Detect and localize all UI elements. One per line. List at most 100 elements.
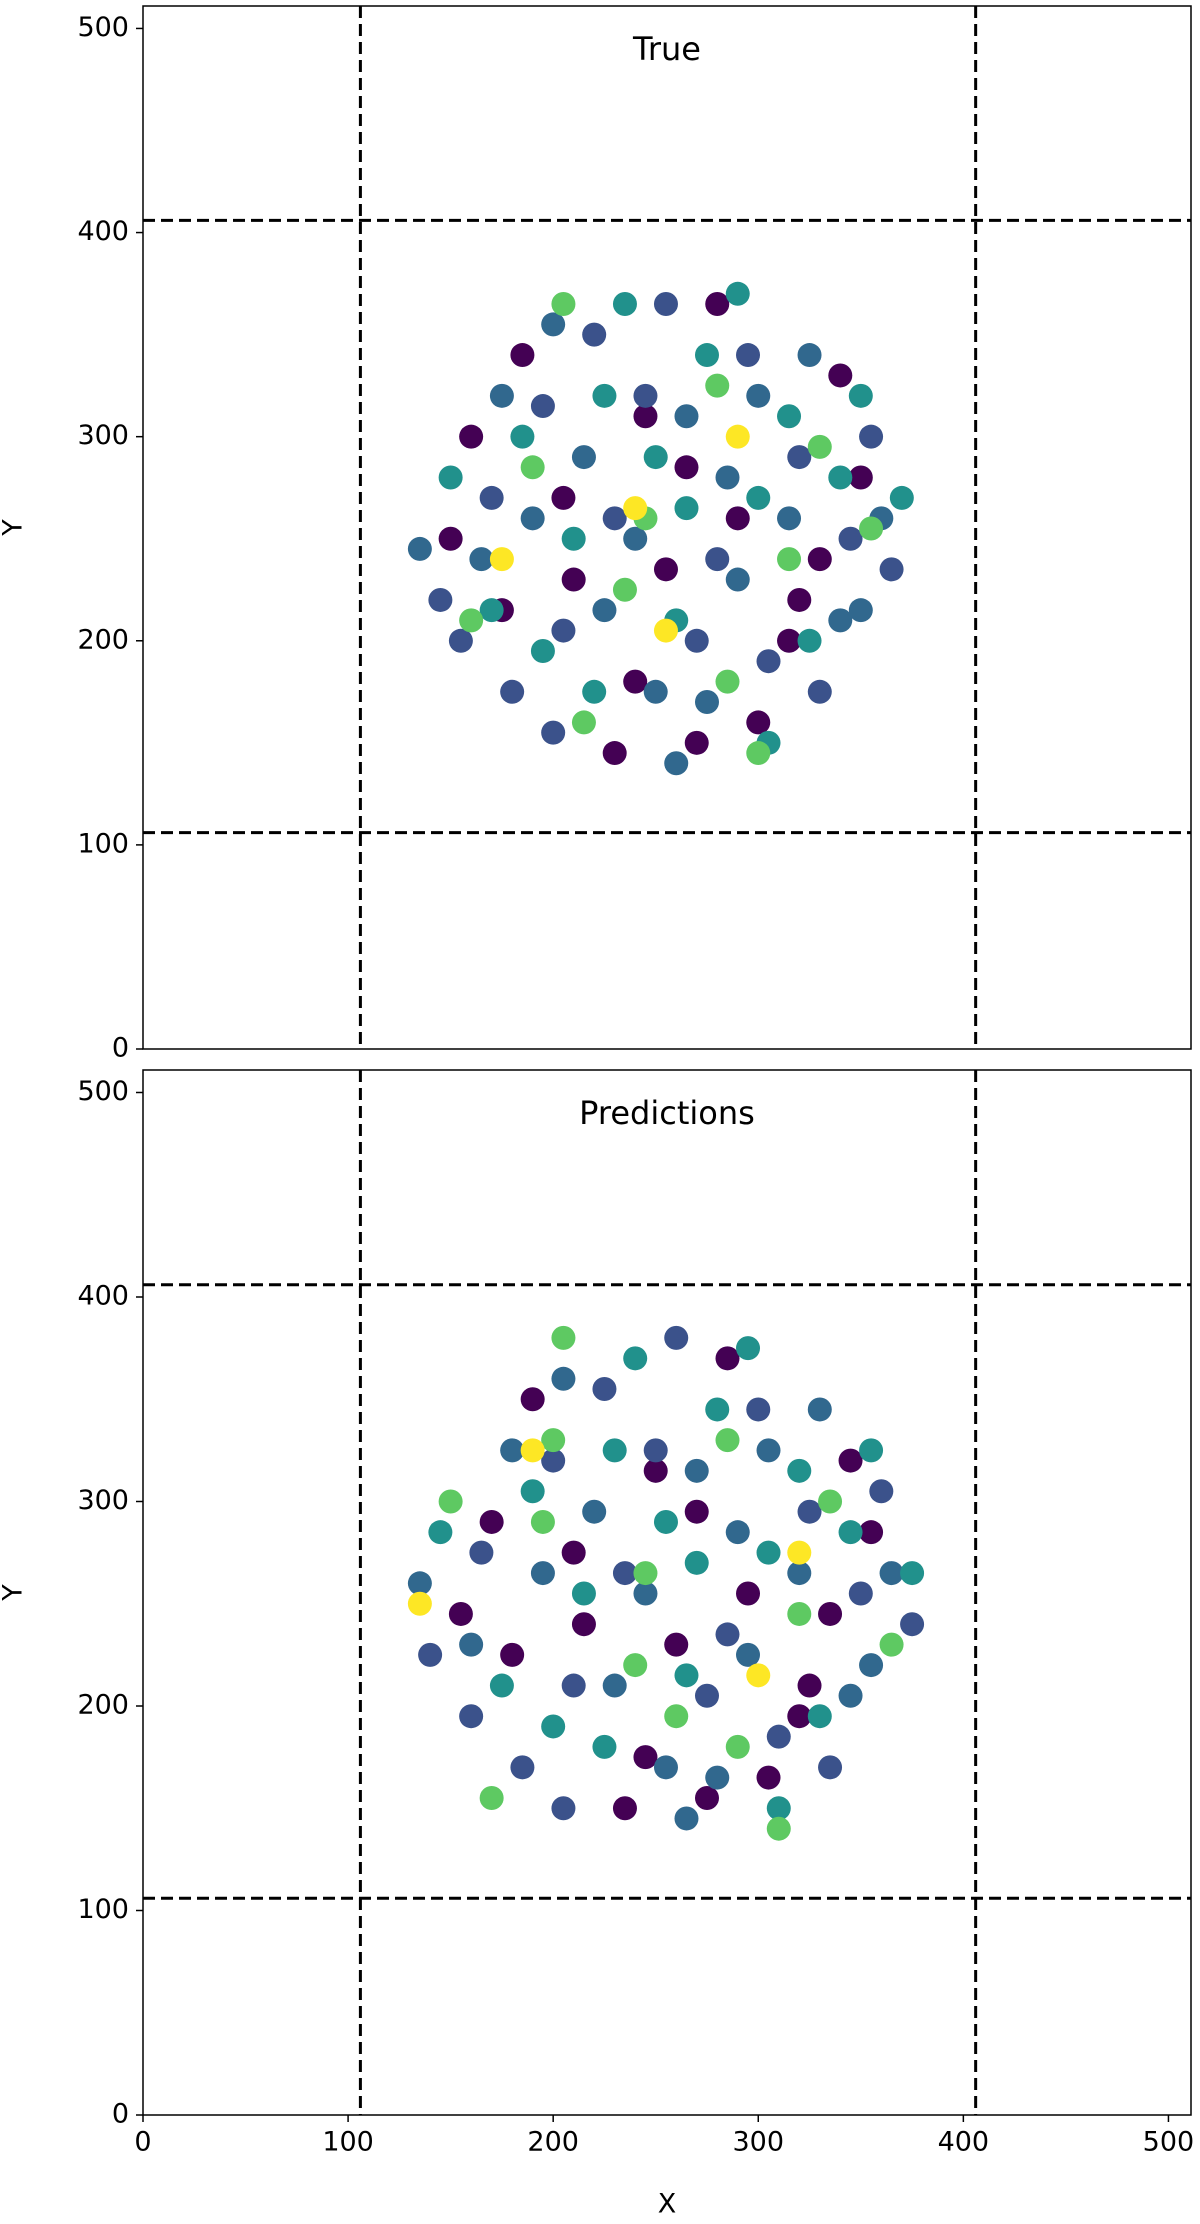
point [643,679,668,704]
panel-title: Predictions [579,1094,755,1132]
y-tick-label: 100 [77,1894,129,1925]
point [736,1336,761,1361]
point [674,1663,699,1688]
point [520,1387,545,1412]
point [551,485,576,510]
point [746,710,771,735]
point [705,1765,730,1790]
y-tick-label: 500 [77,1076,129,1107]
point [459,1632,484,1657]
point [684,1550,709,1575]
point [859,1438,884,1463]
point [787,587,812,612]
point [797,628,822,653]
point [766,1796,791,1821]
point [489,383,514,408]
point [653,1509,678,1534]
point [510,424,535,449]
point [541,312,566,337]
point [633,1581,658,1606]
point [489,547,514,572]
point [797,1499,822,1524]
point [551,1325,576,1350]
point [653,618,678,643]
y-axis-label: Y [0,519,29,537]
x-tick-label: 100 [322,2127,374,2158]
y-tick-label: 0 [112,2099,129,2130]
point [459,424,484,449]
point [541,1428,566,1453]
point [746,741,771,766]
point [756,1540,781,1565]
point [848,383,873,408]
point [674,1806,699,1831]
point [725,506,750,531]
point [592,1377,617,1402]
point [541,720,566,745]
point [684,1458,709,1483]
point [428,1520,453,1545]
point [766,1816,791,1841]
plot-frame [142,1069,1192,2116]
point [571,1581,596,1606]
point [602,1673,627,1698]
point [664,1325,689,1350]
point [725,1734,750,1759]
point [807,679,832,704]
point [500,679,525,704]
point [838,526,863,551]
x-tick-label: 500 [1143,2127,1195,2158]
y-tick-label: 200 [77,624,129,655]
point [756,649,781,674]
point [520,1438,545,1463]
point [407,1571,432,1596]
point [551,1796,576,1821]
point [479,1509,504,1534]
point [705,547,730,572]
point [448,1601,473,1626]
point [705,373,730,398]
point [746,383,771,408]
x-axis-label: X [658,2189,677,2220]
point [694,1683,719,1708]
point [479,598,504,623]
point [828,608,853,633]
y-tick-label: 0 [112,1033,129,1064]
point [561,1540,586,1565]
point [879,1632,904,1657]
point [664,1704,689,1729]
point [684,628,709,653]
point [530,1509,555,1534]
panel-title: True [632,30,701,68]
point [510,343,535,368]
point [653,1755,678,1780]
point [715,669,740,694]
point [438,465,463,490]
point [787,1458,812,1483]
point [879,557,904,582]
point [571,445,596,470]
point [612,292,637,316]
point [674,455,699,480]
point [787,1561,812,1586]
point [869,1479,894,1504]
point [715,1346,740,1371]
point [848,598,873,623]
y-tick-label: 400 [77,1280,129,1311]
point [541,1448,566,1473]
point [725,281,750,306]
point [551,292,576,316]
point [746,1397,771,1422]
point [838,1683,863,1708]
point [859,424,884,449]
point [592,598,617,623]
point [838,1448,863,1473]
point [633,383,658,408]
point [459,1704,484,1729]
point [807,547,832,572]
point [612,1796,637,1821]
point [653,292,678,316]
point [623,496,648,521]
point [612,1561,637,1586]
